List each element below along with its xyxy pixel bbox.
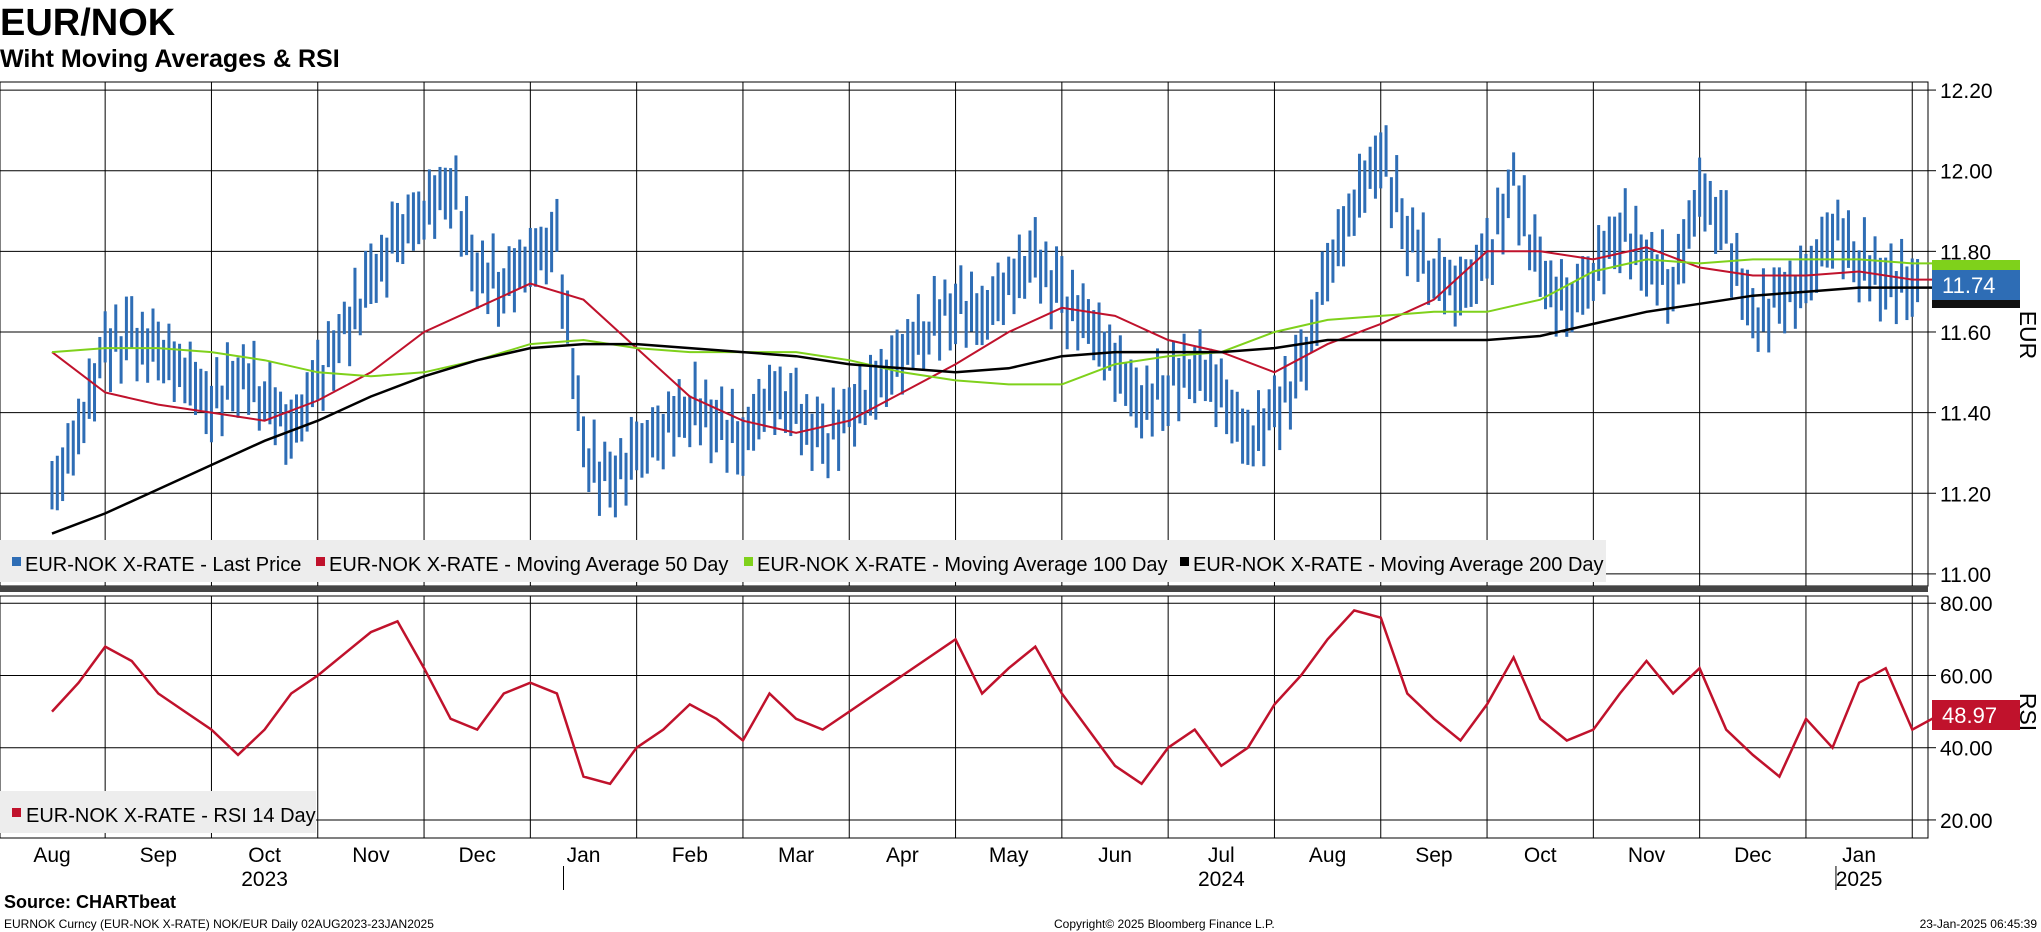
ma50-line (51, 246, 1939, 434)
xaxis-year-label: 2023 (241, 868, 288, 891)
source-label: Source: CHARTbeat (4, 892, 177, 912)
ma100-line (51, 258, 1939, 386)
ma100-value-tag (1932, 260, 2020, 272)
price-legend-swatch (744, 557, 753, 566)
price-legend-swatch (316, 557, 325, 566)
rsi-ytick-label: 20.00 (1940, 810, 1993, 833)
xaxis-year-label: 2024 (1198, 868, 1245, 891)
price-last-value: 11.74 (1942, 273, 1995, 298)
xaxis-month-label: Mar (778, 844, 814, 867)
panel-divider (0, 586, 1928, 592)
rsi-panel-frame (0, 595, 1929, 839)
footer-ticker-info: EURNOK Curncy (EUR-NOK X-RATE) NOK/EUR D… (4, 917, 434, 931)
price-ytick-label: 12.00 (1940, 161, 1993, 184)
xaxis-month-label: Jan (567, 844, 601, 867)
price-panel-frame (0, 81, 1929, 587)
xaxis-month-label: Jun (1098, 844, 1132, 867)
rsi-legend-label: EUR-NOK X-RATE - RSI 14 Day (26, 805, 316, 827)
footer-copyright: Copyright© 2025 Bloomberg Finance L.P. (1054, 917, 1275, 931)
page-subtitle: Wiht Moving Averages & RSI (0, 45, 340, 73)
rsi-line (51, 608, 1940, 786)
price-last-tag (1932, 270, 2020, 300)
xaxis-month-label: Aug (33, 844, 70, 867)
rsi-legend-box (0, 791, 316, 833)
xaxis-month-label: Sep (1415, 844, 1452, 867)
price-legend-label: EUR-NOK X-RATE - Moving Average 100 Day (757, 554, 1168, 576)
rsi-ytick-label: 80.00 (1940, 593, 1993, 616)
xaxis-month-label: Nov (1628, 844, 1666, 867)
page-title: EUR/NOK (0, 2, 176, 44)
price-ytick-label: 11.00 (1940, 564, 1991, 587)
xaxis-month-label: Nov (352, 844, 390, 867)
price-legend-swatch (1180, 557, 1189, 566)
xaxis-month-label: Oct (248, 844, 281, 867)
xaxis-month-label: Sep (140, 844, 177, 867)
footer-timestamp: 23-Jan-2025 06:45:39 (1919, 917, 2037, 931)
rsi-ytick-label: 60.00 (1940, 665, 1993, 688)
xaxis-year-label: 2025 (1836, 868, 1883, 891)
rsi-ytick-label: 40.00 (1940, 738, 1993, 761)
price-ytick-label: 12.20 (1940, 80, 1993, 103)
price-legend-label: EUR-NOK X-RATE - Last Price (25, 554, 301, 576)
xaxis-month-label: Feb (672, 844, 708, 867)
price-legend-box (0, 540, 1606, 582)
price-ytick-label: 11.80 (1940, 241, 1991, 264)
xaxis-month-label: Aug (1309, 844, 1346, 867)
xaxis-month-label: Apr (886, 844, 919, 867)
price-legend-label: EUR-NOK X-RATE - Moving Average 200 Day (1193, 554, 1604, 576)
xaxis-month-label: Dec (1734, 844, 1771, 867)
xaxis-month-label: Jan (1842, 844, 1876, 867)
price-ytick-label: 11.40 (1940, 403, 1991, 426)
xaxis-month-label: Oct (1524, 844, 1557, 867)
xaxis-month-label: Jul (1208, 844, 1235, 867)
price-ytick-label: 11.20 (1940, 483, 1991, 506)
price-legend-swatch (12, 557, 21, 566)
xaxis-month-label: May (989, 844, 1029, 867)
rsi-last-value: 48.97 (1942, 703, 1997, 728)
rsi-legend-swatch (12, 808, 21, 817)
ma200-line (51, 286, 1939, 535)
price-ytick-label: 11.60 (1940, 322, 1991, 345)
xaxis-month-label: Dec (459, 844, 496, 867)
rsi-last-tag (1932, 700, 2020, 730)
price-yaxis-title: EUR (2015, 311, 2041, 360)
price-legend-label: EUR-NOK X-RATE - Moving Average 50 Day (329, 554, 728, 576)
